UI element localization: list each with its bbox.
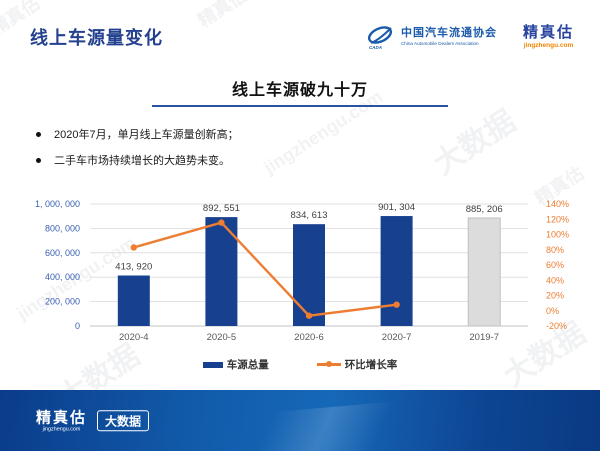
right-axis-tick: 40% xyxy=(546,275,564,285)
left-axis-tick: 1, 000, 000 xyxy=(35,199,80,209)
x-axis-label: 2020-4 xyxy=(119,332,149,343)
svg-text:CADA: CADA xyxy=(369,45,382,50)
watermark: 大数据 xyxy=(428,104,522,182)
legend-label: 环比增长率 xyxy=(344,359,398,371)
bullet-text: 2020年7月，单月线上车源量创新高； xyxy=(54,129,239,141)
bullet-list: 2020年7月，单月线上车源量创新高； 二手车市场持续增长的大趋势未变。 xyxy=(36,126,239,168)
section-subtitle: 线上车源破九十万 xyxy=(231,82,368,99)
legend-label: 车源总量 xyxy=(226,359,269,371)
jingzhengu-logo: 精真估 jingzhengu.com xyxy=(523,24,574,50)
legend-item-bar: 车源总量 xyxy=(202,357,269,372)
section-header: 线上车源破九十万 xyxy=(0,76,600,107)
bar-value-label: 885, 206 xyxy=(466,204,503,215)
right-axis-tick: 60% xyxy=(546,260,564,270)
bar-2019-7 xyxy=(467,217,501,327)
bar-value-label: 901, 304 xyxy=(378,202,415,213)
left-axis-tick: 200, 000 xyxy=(45,297,80,307)
growth-line-marker xyxy=(130,244,137,251)
right-axis-tick: -20% xyxy=(546,321,567,331)
header-logos: CADA 中国汽车流通协会 China Automobile Dealers A… xyxy=(366,24,574,50)
cada-name-cn: 中国汽车流通协会 xyxy=(400,27,497,40)
bullet-text: 二手车市场持续增长的大趋势未变。 xyxy=(54,155,230,167)
watermark: 精真估 xyxy=(194,0,251,31)
bar-2020-4 xyxy=(117,275,150,326)
jingzhengu-name: 精真估 xyxy=(522,24,574,42)
bullet-dot xyxy=(36,157,41,163)
jingzhengu-domain: jingzhengu.com xyxy=(523,42,574,50)
left-axis-tick: 600, 000 xyxy=(45,248,80,258)
footer-logo-domain: jingzhengu.com xyxy=(42,426,81,433)
bar-value-label: 892, 551 xyxy=(203,203,240,214)
cada-name-en: China Automobile Dealers Association xyxy=(400,41,479,46)
right-axis-tick: 0% xyxy=(546,306,559,316)
legend-bar-swatch xyxy=(202,361,223,368)
growth-line xyxy=(133,221,397,317)
footer-logo: 精真估 jingzhengu.com xyxy=(36,409,87,432)
right-axis-tick: 100% xyxy=(546,230,569,240)
chart-legend: 车源总量 环比增长率 xyxy=(0,357,600,372)
bullet-dot xyxy=(36,131,41,137)
left-axis-tick: 800, 000 xyxy=(45,223,80,233)
footer-bar: 精真估 jingzhengu.com 大数据 xyxy=(0,390,600,451)
subtitle-underline xyxy=(152,105,448,107)
cada-logo: CADA 中国汽车流通协会 China Automobile Dealers A… xyxy=(366,24,497,50)
bullet-item: 2020年7月，单月线上车源量创新高； xyxy=(36,126,239,142)
right-axis-tick: 80% xyxy=(546,245,564,255)
bar-2020-7 xyxy=(380,216,413,326)
x-axis-label: 2020-7 xyxy=(382,332,412,343)
car-source-chart: 0 200, 000 400, 000 600, 000 800, 000 1, 000,… xyxy=(35,199,569,343)
legend-item-line: 环比增长率 xyxy=(316,357,398,372)
legend-line-swatch xyxy=(316,361,341,368)
cada-logo-icon: CADA xyxy=(367,26,393,50)
x-axis-label: 2020-6 xyxy=(294,332,324,343)
growth-line-marker xyxy=(305,312,313,319)
x-axis-label: 2019-7 xyxy=(469,332,499,343)
x-axis-label: 2020-5 xyxy=(207,332,237,343)
bar-value-label: 413, 920 xyxy=(115,262,152,273)
footer-branding: 精真估 jingzhengu.com 大数据 xyxy=(36,409,150,432)
footer-logo-name: 精真估 xyxy=(36,408,88,426)
bar-value-label: 834, 613 xyxy=(291,210,328,221)
left-axis-tick: 0 xyxy=(75,321,80,331)
footer-badge: 大数据 xyxy=(97,409,150,431)
cada-logo-text: 中国汽车流通协会 China Automobile Dealers Associ… xyxy=(401,27,497,46)
left-axis-tick: 400, 000 xyxy=(45,272,80,282)
page-title: 线上车源量变化 xyxy=(30,28,163,48)
growth-line-marker xyxy=(218,219,225,226)
bar-2020-6 xyxy=(293,224,325,326)
growth-line-marker xyxy=(393,301,400,308)
right-axis-tick: 140% xyxy=(546,199,569,209)
right-axis-tick: 120% xyxy=(546,214,569,224)
right-axis-tick: 20% xyxy=(546,291,564,301)
bullet-item: 二手车市场持续增长的大趋势未变。 xyxy=(36,152,239,168)
